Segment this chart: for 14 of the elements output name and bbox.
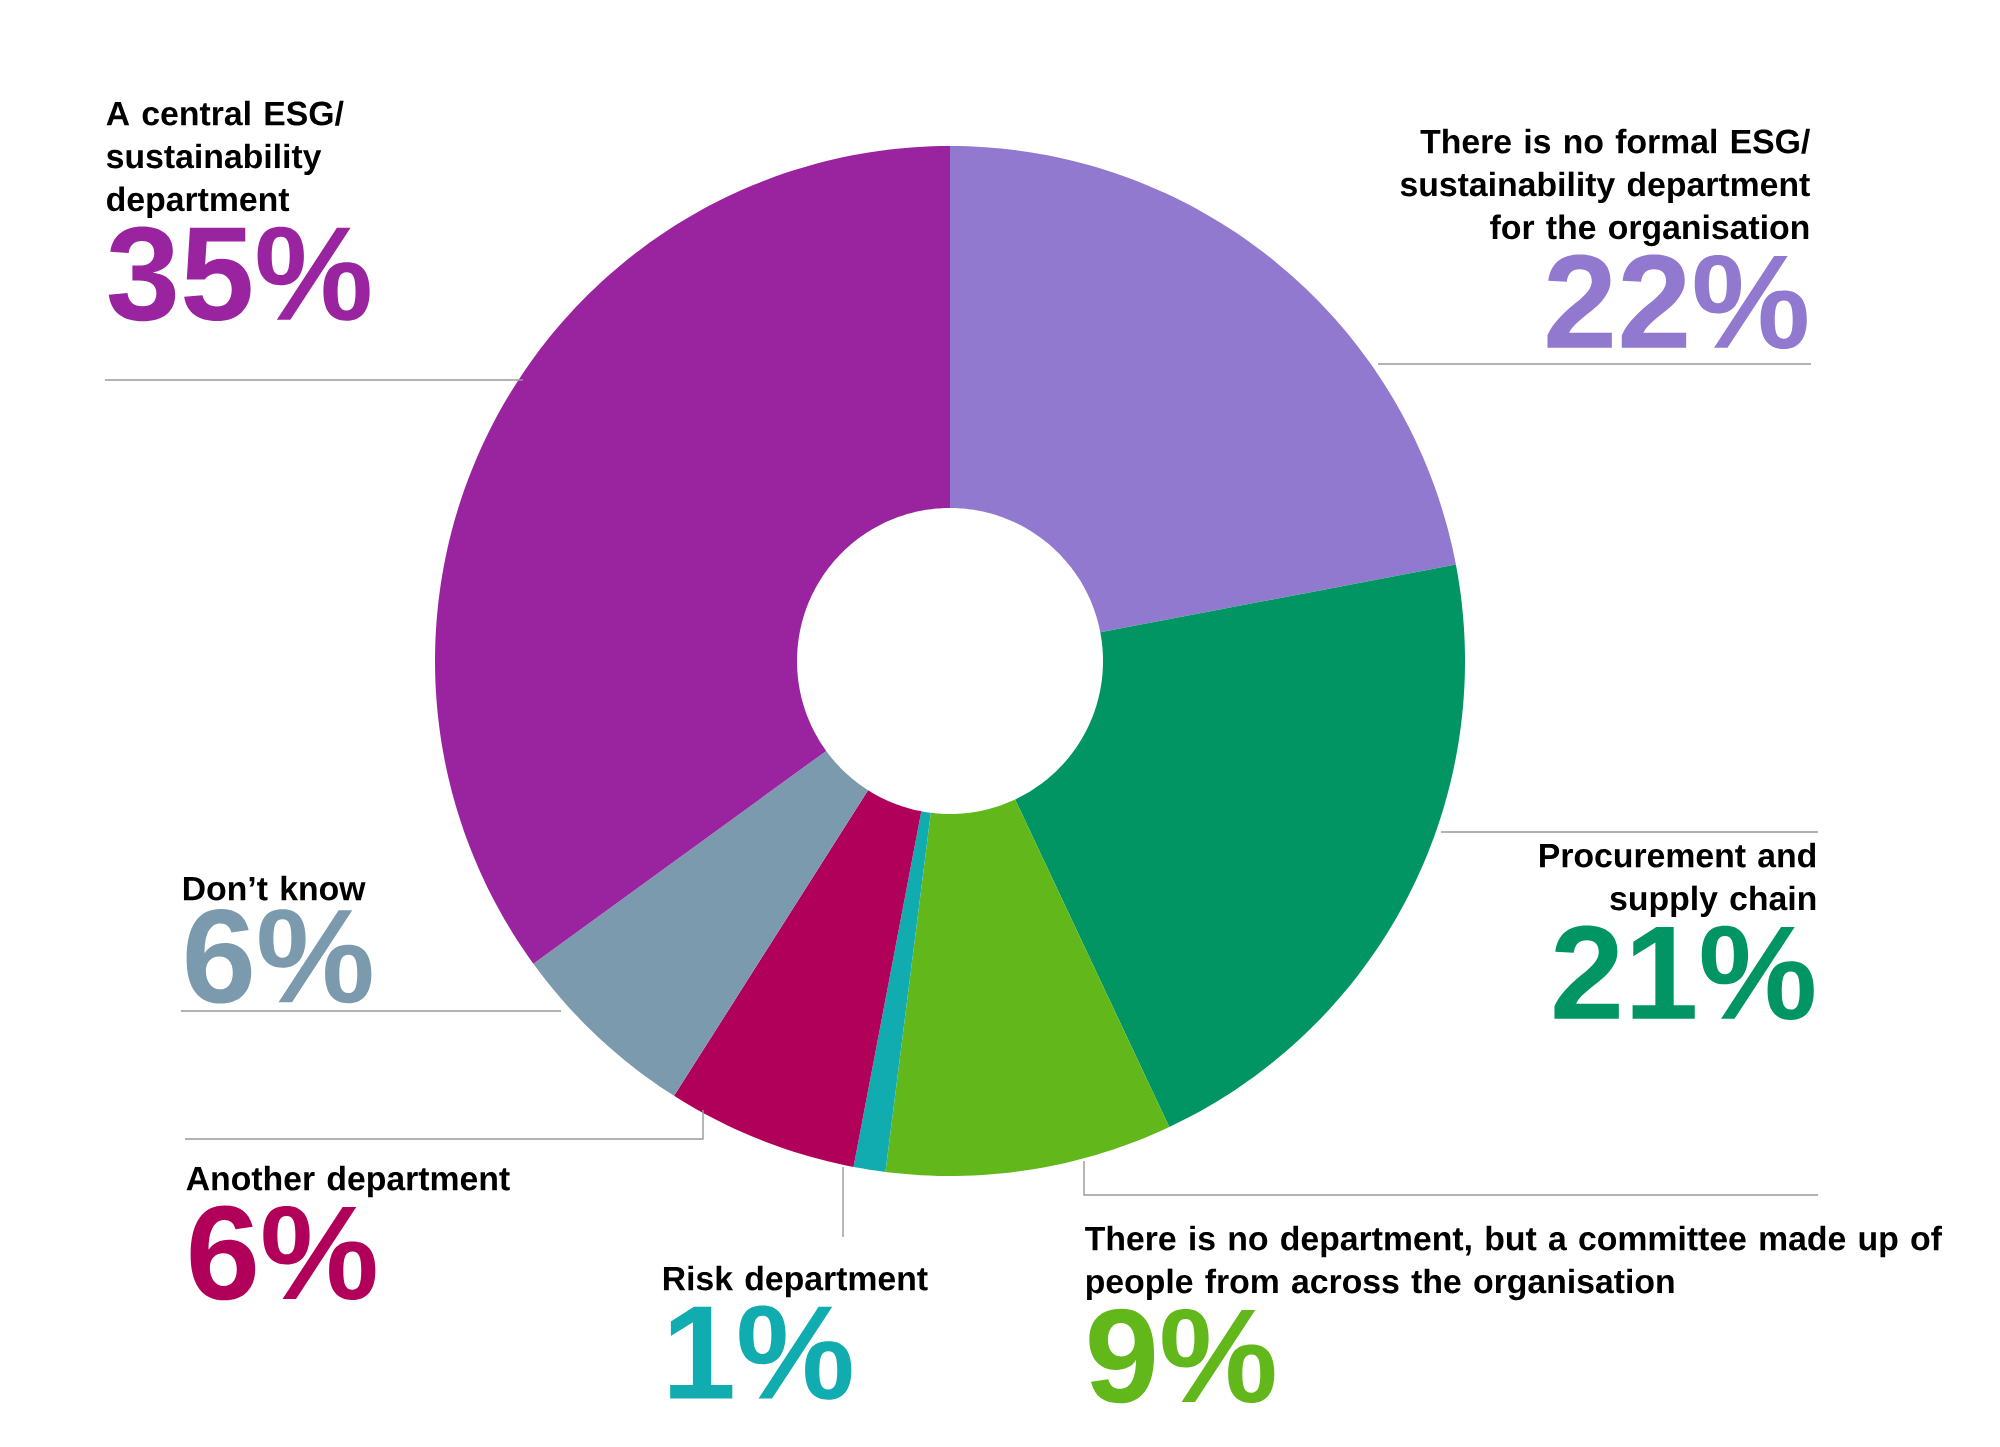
- data-label: 1%: [670, 1305, 852, 1400]
- slice-label: A central ESG/ sustainability department: [106, 100, 344, 218]
- data-label: 21%: [1554, 925, 1814, 1020]
- data-label: 9%: [1089, 1308, 1275, 1404]
- data-label: 35%: [108, 226, 370, 322]
- slice-label: Don’t know: [183, 875, 366, 901]
- slice-label: Risk department: [663, 1265, 928, 1298]
- slice-label: There is no formal ESG/ sustainability department for the organisation: [1400, 128, 1810, 247]
- slice-label: Procurement and supply chain: [1540, 842, 1816, 918]
- slice-label: There is no department, but a committee made up of people from across the organisation: [1085, 1225, 1942, 1301]
- data-label: 6%: [186, 908, 372, 1004]
- slice-label: Another department: [186, 1165, 510, 1198]
- data-label: 6%: [190, 1205, 376, 1301]
- data-label: 22%: [1547, 254, 1807, 349]
